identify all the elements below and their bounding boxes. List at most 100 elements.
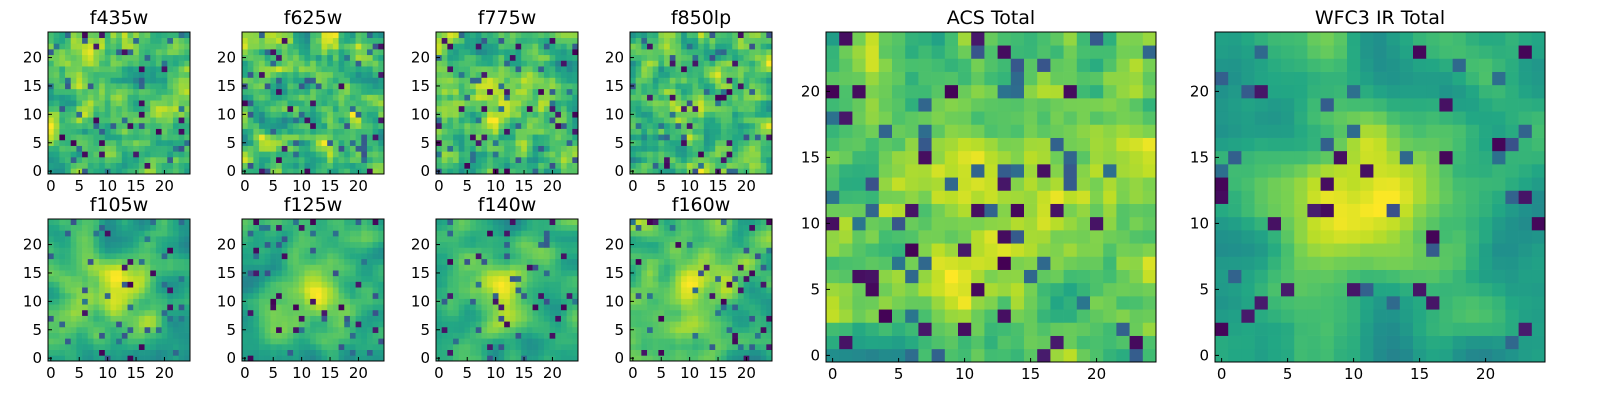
heatmap-cell bbox=[138, 349, 145, 356]
heatmap-cell bbox=[321, 281, 328, 288]
heatmap-cell bbox=[498, 292, 505, 299]
heatmap-cell bbox=[572, 349, 579, 356]
heatmap-cell bbox=[504, 100, 511, 107]
heatmap-cell bbox=[647, 355, 654, 362]
heatmap-cell bbox=[447, 77, 454, 84]
heatmap-cell bbox=[372, 49, 379, 56]
heatmap-cell bbox=[453, 224, 460, 231]
heatmap-cell bbox=[87, 145, 94, 152]
heatmap-cell bbox=[321, 292, 328, 299]
heatmap-cell bbox=[509, 100, 516, 107]
heatmap-cell bbox=[698, 343, 705, 350]
heatmap-cell bbox=[184, 71, 191, 78]
heatmap-cell bbox=[304, 32, 311, 39]
heatmap-cell bbox=[709, 128, 716, 135]
heatmap-cell bbox=[726, 151, 733, 158]
heatmap-cell bbox=[247, 281, 254, 288]
heatmap-cell bbox=[310, 94, 317, 101]
heatmap-cell bbox=[264, 241, 271, 248]
heatmap-cell bbox=[715, 60, 722, 67]
heatmap-cell bbox=[641, 83, 648, 90]
heatmap-cell bbox=[715, 77, 722, 84]
heatmap-cell bbox=[372, 111, 379, 118]
heatmap-cell bbox=[315, 253, 322, 260]
heatmap-cell bbox=[133, 83, 140, 90]
heatmap-cell bbox=[709, 94, 716, 101]
heatmap-cell bbox=[441, 326, 448, 333]
heatmap-cell bbox=[53, 236, 60, 243]
heatmap-cell bbox=[253, 224, 260, 231]
heatmap-cell bbox=[366, 287, 373, 294]
heatmap-cell bbox=[447, 230, 454, 237]
heatmap-cell bbox=[692, 309, 699, 316]
heatmap-cell bbox=[754, 168, 761, 175]
heatmap-cell bbox=[65, 117, 72, 124]
heatmap-cell bbox=[65, 43, 72, 50]
heatmap-cell bbox=[703, 304, 710, 311]
heatmap-cell bbox=[635, 100, 642, 107]
heatmap-cell bbox=[378, 156, 385, 163]
heatmap-cell bbox=[184, 37, 191, 44]
heatmap-cell bbox=[264, 315, 271, 322]
heatmap-cell bbox=[127, 43, 134, 50]
heatmap-cell bbox=[48, 88, 55, 95]
heatmap-cell bbox=[675, 270, 682, 277]
heatmap-cell bbox=[658, 32, 665, 39]
heatmap-cell bbox=[293, 139, 300, 146]
heatmap-cell bbox=[116, 281, 123, 288]
heatmap-cell bbox=[475, 275, 482, 282]
heatmap-cell bbox=[361, 77, 368, 84]
heatmap-cell bbox=[698, 156, 705, 163]
heatmap-cell bbox=[161, 230, 168, 237]
heatmap-cell bbox=[287, 343, 294, 350]
heatmap-cell bbox=[59, 94, 66, 101]
heatmap-cell bbox=[647, 100, 654, 107]
heatmap-cell bbox=[133, 117, 140, 124]
heatmap-cell bbox=[361, 236, 368, 243]
heatmap-cell bbox=[453, 219, 460, 226]
heatmap-cell bbox=[293, 315, 300, 322]
heatmap-cell bbox=[441, 162, 448, 169]
heatmap-cell bbox=[572, 139, 579, 146]
heatmap-cell bbox=[669, 54, 676, 61]
heatmap-cell bbox=[304, 270, 311, 277]
heatmap-cell bbox=[93, 304, 100, 311]
heatmap-cell bbox=[155, 168, 162, 175]
heatmap-cell bbox=[144, 230, 151, 237]
heatmap-cell bbox=[726, 332, 733, 339]
heatmap-cell bbox=[93, 253, 100, 260]
heatmap-cell bbox=[349, 43, 356, 50]
heatmap-cell bbox=[481, 43, 488, 50]
heatmap-cell bbox=[161, 349, 168, 356]
heatmap-cell bbox=[116, 349, 123, 356]
heatmap-cell bbox=[338, 49, 345, 56]
heatmap-cell bbox=[487, 111, 494, 118]
heatmap-cell bbox=[692, 287, 699, 294]
heatmap-cell bbox=[172, 32, 179, 39]
heatmap-cell bbox=[703, 105, 710, 112]
heatmap-cell bbox=[242, 258, 249, 265]
heatmap-cell bbox=[53, 230, 60, 237]
heatmap-cell bbox=[441, 247, 448, 254]
heatmap-cell bbox=[281, 66, 288, 73]
heatmap-cell bbox=[110, 247, 117, 254]
heatmap-cell bbox=[487, 60, 494, 67]
heatmap-cell bbox=[681, 139, 688, 146]
heatmap-cell bbox=[372, 122, 379, 129]
heatmap-cell bbox=[447, 258, 454, 265]
heatmap-cell bbox=[48, 156, 55, 163]
heatmap-cell bbox=[475, 309, 482, 316]
heatmap-cell bbox=[361, 32, 368, 39]
heatmap-cell bbox=[464, 275, 471, 282]
heatmap-cell bbox=[150, 326, 157, 333]
heatmap-cell bbox=[470, 128, 477, 135]
heatmap-cell bbox=[436, 275, 443, 282]
heatmap-cell bbox=[538, 236, 545, 243]
heatmap-cell bbox=[264, 134, 271, 141]
heatmap-cell bbox=[127, 304, 134, 311]
heatmap-cell bbox=[526, 343, 533, 350]
heatmap-cell bbox=[87, 77, 94, 84]
heatmap-cell bbox=[543, 304, 550, 311]
heatmap-cell bbox=[555, 117, 562, 124]
